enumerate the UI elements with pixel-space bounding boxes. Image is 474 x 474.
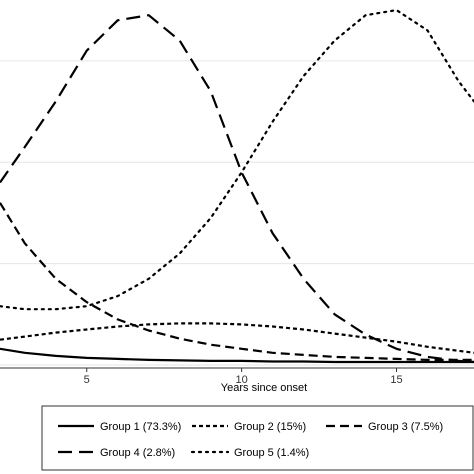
legend-label-group-5: Group 5 (1.4%) — [234, 447, 309, 459]
series-line-group-5 — [0, 9, 474, 311]
legend-label-group-3: Group 3 (7.5%) — [368, 421, 443, 433]
x-tick-label-2: 15 — [390, 374, 402, 386]
legend-label-group-1: Group 1 (73.3%) — [100, 421, 181, 433]
legend-label-group-2: Group 2 (15%) — [234, 421, 306, 433]
legend-label-group-4: Group 4 (2.8%) — [100, 447, 175, 459]
x-tick-label-0: 5 — [84, 374, 90, 386]
legend-box — [41, 405, 474, 471]
plot-panel — [0, 0, 474, 368]
series-line-group-4 — [0, 14, 474, 364]
x-axis-title: Years since onset — [221, 382, 307, 394]
series-line-group-3 — [0, 202, 474, 361]
x-tick-label-1: 10 — [236, 374, 248, 386]
series-line-group-1 — [0, 347, 474, 364]
series-lines — [0, 9, 474, 364]
legend: Group 1 (73.3%) Group 2 (15%) Group 3 (7.5… — [41, 405, 474, 471]
x-axis: 5 10 15 — [0, 367, 474, 386]
series-line-group-2 — [0, 322, 474, 354]
